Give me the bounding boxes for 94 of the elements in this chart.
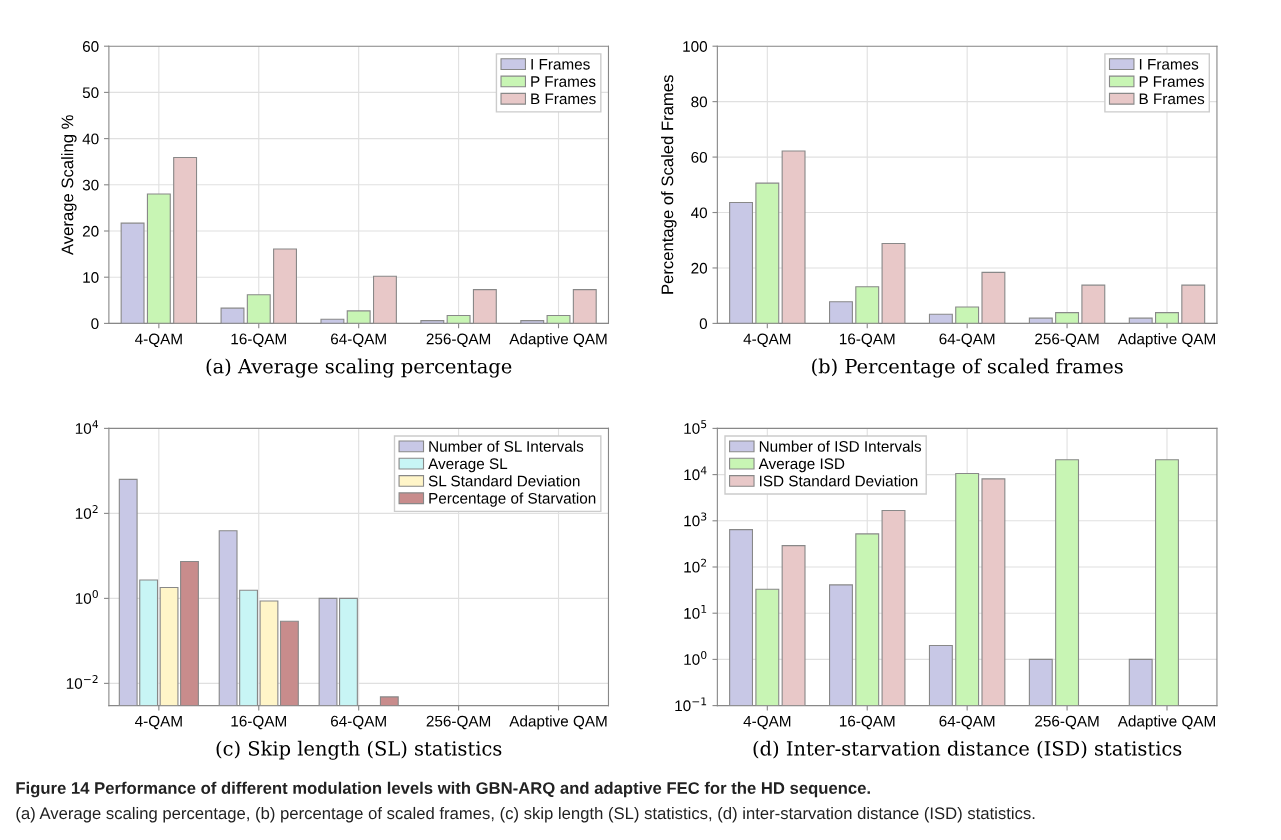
bar (420, 320, 445, 324)
y-tick-label: 10$^{2}$ (75, 505, 98, 519)
y-tick-label: 10$^{0}$ (684, 651, 707, 665)
y-tick-label: 10$^{2}$ (684, 558, 707, 573)
bar (928, 313, 953, 324)
legend-label: SL Standard Deviation (428, 475, 580, 487)
legend-label: P Frames (531, 76, 596, 87)
legend-label: Percentage of Starvation (429, 492, 596, 507)
y-tick-label: 10$^{1}$ (684, 604, 707, 619)
bar (1181, 284, 1206, 324)
bar (1081, 284, 1106, 324)
x-tick-label: 4-QAM (135, 333, 182, 348)
y-tick-label: 10$^{4}$ (684, 466, 707, 481)
y-tick-label: 10$^{−1}$ (675, 697, 707, 712)
x-tick-label: 16-QAM (839, 715, 895, 730)
x-tick-label: Adaptive QAM (509, 715, 607, 730)
y-tick-label: 100 (683, 41, 708, 52)
x-tick-label: 4-QAM (135, 715, 182, 730)
y-tick-label: 0 (91, 318, 99, 330)
bar (1128, 317, 1153, 324)
x-tick-label: 256-QAM (426, 333, 491, 348)
bar (828, 301, 853, 324)
legend-label: Average ISD (758, 458, 845, 473)
x-tick-label: 16-QAM (231, 333, 286, 348)
x-tick-label: 256-QAM (1035, 715, 1099, 730)
bar (520, 320, 545, 324)
caption: Figure 14 Performance of different modulation levels with GBN-ARQ and adaptive FEC for the HD sequence. (16, 781, 870, 798)
y-axis-title: Average Scaling % (61, 115, 77, 256)
bar (120, 222, 145, 324)
y-tick-label: 10 (83, 272, 99, 283)
x-tick-label: 64-QAM (939, 333, 995, 348)
y-tick-label: 10$^{−2}$ (66, 675, 98, 689)
bar (246, 294, 271, 324)
x-tick-label: 16-QAM (231, 715, 286, 730)
legend-label: Average SL (428, 458, 508, 473)
bar (346, 310, 371, 324)
legend-label: Number of SL Intervals (429, 440, 584, 452)
bar (855, 286, 880, 324)
x-tick-label: 16-QAM (839, 333, 895, 348)
y-axis-title: Percentage of Scaled Frames (661, 75, 677, 294)
y-tick-label: 10$^{0}$ (75, 590, 98, 604)
bar (755, 182, 780, 324)
legend-label: B Frames (1139, 93, 1205, 105)
y-tick-label: 50 (82, 87, 99, 99)
y-tick-label: 30 (82, 179, 99, 191)
y-tick-label: 40 (691, 207, 708, 219)
y-tick-label: 0 (699, 318, 708, 330)
y-tick-label: 20 (82, 225, 99, 237)
legend-label: Number of ISD Intervals (759, 440, 922, 452)
legend-label: I Frames (1139, 58, 1199, 70)
y-tick-label: 10$^{5}$ (684, 420, 707, 434)
x-axis-title: (d) Inter-starvation distance (ISD) statistics (753, 740, 1182, 759)
y-tick-label: 10$^{4}$ (75, 420, 99, 434)
y-tick-label: 20 (691, 262, 708, 274)
bar (372, 275, 397, 324)
bar (729, 201, 754, 324)
x-tick-label: Adaptive QAM (1117, 715, 1215, 730)
x-tick-label: Adaptive QAM (509, 333, 607, 348)
x-tick-label: 256-QAM (426, 715, 491, 730)
bar (1155, 312, 1179, 324)
x-axis-title: (c) Skip length (SL) statistics (216, 740, 502, 760)
bar (220, 307, 245, 324)
bar (881, 243, 906, 324)
bar (955, 306, 980, 324)
text: (a) Average scaling percentage, (b) percentage of scaled frames, (c) skip length (SL) statistics, (d) inter-starvation distance (ISD) statistics. (16, 806, 1035, 823)
legend-label: B Frames (531, 93, 596, 105)
bar (1055, 312, 1080, 324)
bar (781, 150, 806, 324)
bar (273, 248, 298, 324)
bar (446, 314, 471, 324)
legend-label: ISD Standard Deviation (760, 475, 918, 487)
y-tick-label: 60 (691, 151, 708, 163)
legend-label: I Frames (531, 58, 590, 70)
legend-label: P Frames (1139, 76, 1204, 87)
y-tick-label: 60 (82, 41, 99, 52)
bar (546, 314, 571, 324)
x-tick-label: Adaptive QAM (1117, 333, 1215, 348)
x-tick-label: 4-QAM (743, 333, 791, 348)
bar (173, 156, 198, 324)
x-tick-label: 64-QAM (939, 715, 995, 730)
bar (472, 289, 497, 324)
bar (572, 289, 597, 324)
y-tick-label: 40 (82, 133, 99, 145)
bar (146, 193, 171, 324)
x-axis-title: (b) Percentage of scaled frames (812, 358, 1123, 378)
x-tick-label: 64-QAM (331, 715, 386, 730)
x-tick-label: 64-QAM (331, 333, 386, 348)
x-tick-label: 4-QAM (743, 715, 791, 730)
y-tick-label: 10$^{3}$ (684, 512, 707, 527)
bar (981, 271, 1006, 324)
y-tick-label: 80 (691, 96, 708, 108)
x-axis-title: (a) Average scaling percentage (206, 358, 512, 378)
x-tick-label: 256-QAM (1035, 333, 1099, 348)
bar (1028, 317, 1053, 324)
